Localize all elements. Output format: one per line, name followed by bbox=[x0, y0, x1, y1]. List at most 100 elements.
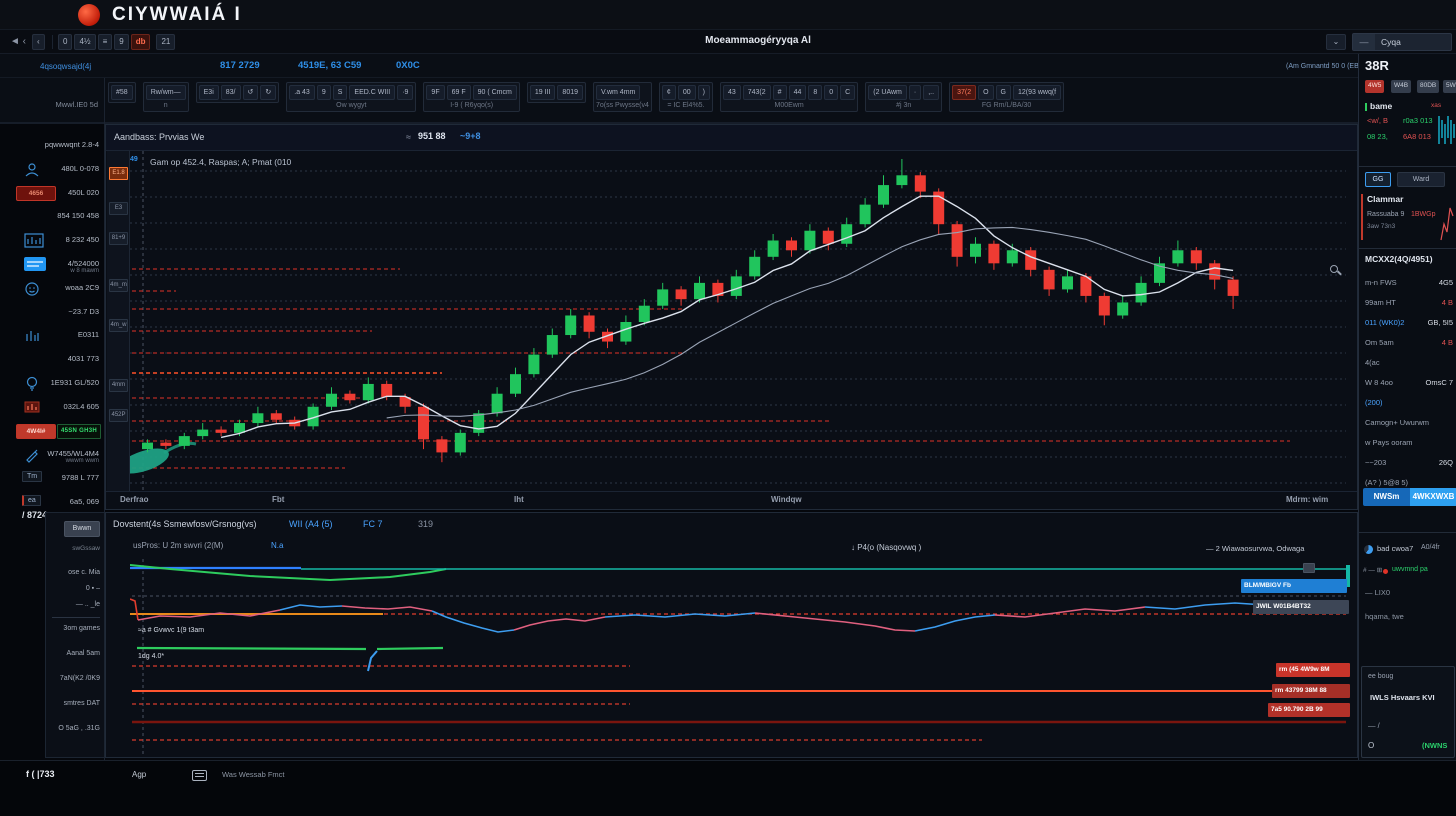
search-icon[interactable]: ⌄ bbox=[1326, 34, 1346, 50]
toolbar-button-8-3[interactable]: 44 bbox=[789, 85, 807, 100]
watchlist-row-2[interactable]: — .. _le bbox=[76, 601, 100, 608]
chart-tool-5[interactable]: 4mm bbox=[109, 379, 128, 392]
toolbar-button-1-0[interactable]: Rw/wm— bbox=[146, 85, 186, 100]
toolbar-button-5-1[interactable]: 8019 bbox=[557, 85, 583, 100]
toolbar-button-6-0[interactable]: V.wm 4mm bbox=[596, 85, 640, 100]
oscillator-chart[interactable] bbox=[130, 559, 1346, 755]
toolbar-group-caption: M00Ewm bbox=[723, 100, 855, 109]
box-footer-right[interactable]: (NWNS bbox=[1422, 741, 1447, 750]
chart-tool-3[interactable]: 4m_m bbox=[109, 279, 128, 292]
toolbar-button-10-0[interactable]: 37(2 bbox=[952, 85, 976, 100]
toolbar-button-2-2[interactable]: ↺ bbox=[243, 85, 259, 100]
toolbar-button-10-2[interactable]: G bbox=[996, 85, 1011, 100]
instrument-name[interactable]: bame bbox=[1370, 101, 1392, 111]
panel-tab-1[interactable]: Ward bbox=[1397, 172, 1445, 187]
panel-filter-button-3[interactable]: 5W bbox=[1443, 80, 1456, 93]
toolbar-button-9-0[interactable]: (2 UAwm bbox=[868, 85, 907, 100]
pen-icon[interactable] bbox=[24, 447, 40, 468]
toolbar-button-0-0[interactable]: #58 bbox=[111, 85, 133, 100]
panel-filter-button-0[interactable]: 4W5 bbox=[1365, 80, 1384, 93]
indicator-link-1[interactable]: WII (A4 (5) bbox=[289, 519, 333, 529]
toolbar-button-7-2[interactable]: ) bbox=[698, 85, 710, 100]
sidebar-tag-icon[interactable]: Tm bbox=[22, 471, 42, 482]
search-input[interactable]: — Cyqa bbox=[1352, 33, 1452, 51]
kv-link[interactable]: (200) bbox=[1365, 398, 1383, 407]
columns-icon[interactable] bbox=[24, 328, 40, 349]
toolbar-button-3-1[interactable]: 9 bbox=[317, 85, 331, 100]
zoom-icon[interactable] bbox=[1330, 265, 1342, 277]
back-arrows-icon[interactable]: ◄ ‹ bbox=[10, 36, 26, 47]
toolbar-button-8-4[interactable]: 8 bbox=[808, 85, 822, 100]
alert-badge-3: rm 43799 38M 88 bbox=[1272, 684, 1350, 698]
alerts-button[interactable]: db bbox=[131, 34, 151, 50]
toolbar-button-3-4[interactable]: ·9 bbox=[397, 85, 413, 100]
toolbar-button-7-0[interactable]: ¢ bbox=[662, 85, 676, 100]
lower-icons-1[interactable]: # — ⊞ bbox=[1363, 566, 1382, 574]
panel-filter-button-1[interactable]: W4B bbox=[1391, 80, 1411, 93]
count-button[interactable]: 21 bbox=[156, 34, 175, 50]
symbol-label[interactable]: 4qsoqwsajd(4j bbox=[40, 62, 91, 71]
toolbar-button-8-6[interactable]: C bbox=[840, 85, 855, 100]
toolbar-button-4-0[interactable]: 9F bbox=[426, 85, 444, 100]
toolbar-button-8-0[interactable]: 43 bbox=[723, 85, 741, 100]
chart-tool-4[interactable]: 4m_w bbox=[109, 319, 128, 332]
watchlist-row-4[interactable]: Aanal 5am bbox=[67, 650, 100, 657]
toolbar-button-9-2[interactable]: ,.. bbox=[923, 85, 939, 100]
back-button[interactable]: ‹ bbox=[32, 34, 45, 50]
toolbar-button-2-0[interactable]: E3i bbox=[199, 85, 219, 100]
sell-button[interactable]: NWSm bbox=[1363, 488, 1410, 506]
toolbar-button-2-1[interactable]: 83/ bbox=[221, 85, 241, 100]
toolbar-button-3-0[interactable]: .a 43 bbox=[289, 85, 315, 100]
candle-body bbox=[252, 413, 263, 423]
watchlist-button[interactable]: Bwwn bbox=[64, 521, 100, 537]
watchlist-row-7[interactable]: O 5aG , .31G bbox=[58, 725, 100, 732]
toolbar-button-7-1[interactable]: 00 bbox=[678, 85, 696, 100]
toolbar-button-8-2[interactable]: # bbox=[773, 85, 787, 100]
panel-filter-button-2[interactable]: 80DB bbox=[1417, 80, 1439, 93]
watchlist-row-3[interactable]: 3om games bbox=[63, 625, 100, 632]
toolbar-button-10-1[interactable]: O bbox=[978, 85, 993, 100]
watchlist-row-5[interactable]: 7aN(K2 /0K9 bbox=[60, 675, 100, 682]
watchlist-row-0[interactable]: ose c. Mia bbox=[68, 569, 100, 576]
toolbar-button-8-5[interactable]: 0 bbox=[824, 85, 838, 100]
buy-button[interactable]: 4WKXWXB bbox=[1410, 488, 1456, 506]
toolbar-button-9-1[interactable]: · bbox=[909, 85, 921, 100]
indicator-settings-button[interactable] bbox=[1303, 563, 1315, 573]
toolbar-button-10-3[interactable]: 12(93 wwq(f bbox=[1013, 85, 1061, 100]
box-footer-left[interactable]: O bbox=[1368, 741, 1374, 750]
sidebar-slot-icon[interactable]: ea bbox=[22, 495, 41, 506]
face-icon[interactable] bbox=[24, 281, 40, 302]
chart-tool-0[interactable]: E1.8 bbox=[109, 167, 128, 180]
nav-button-0[interactable]: 0 bbox=[58, 34, 72, 50]
blue-panel-icon[interactable] bbox=[24, 257, 46, 276]
toolbar-button-4-1[interactable]: 69 F bbox=[447, 85, 471, 100]
candlestick-chart[interactable] bbox=[130, 151, 1346, 491]
toolbar-button-8-1[interactable]: 743(2 bbox=[743, 85, 771, 100]
sidebar-red-button-12[interactable]: 4W4I# bbox=[16, 424, 56, 439]
nav-button-1[interactable]: 4½ bbox=[74, 34, 95, 50]
chart-tool-1[interactable]: E3 bbox=[109, 202, 128, 215]
lower-row-0[interactable]: bad cwoa7 bbox=[1377, 544, 1413, 553]
watchlist-row-6[interactable]: smtres DAT bbox=[64, 700, 100, 707]
person-icon[interactable] bbox=[24, 162, 40, 183]
chart-tool-6[interactable]: 452P bbox=[109, 409, 128, 422]
toolbar-button-3-3[interactable]: EED.C WIII bbox=[349, 85, 395, 100]
chart-thumb-icon[interactable] bbox=[24, 233, 44, 253]
bulb-icon[interactable] bbox=[24, 376, 40, 397]
panel-tab-0[interactable]: GG bbox=[1365, 172, 1391, 187]
nav-button-2[interactable]: ≡ bbox=[98, 34, 113, 50]
order-buttons: NWSm4WKXWXB bbox=[1363, 488, 1456, 506]
sidebar-red-button-2[interactable]: 4656 bbox=[16, 186, 56, 201]
time-axis[interactable]: DerfraoFbtIhtWindqwMdrm: wim bbox=[106, 491, 1357, 511]
toolbar-button-2-3[interactable]: ↻ bbox=[260, 85, 276, 100]
toolbar-button-5-0[interactable]: 19 III bbox=[530, 85, 556, 100]
indicator-link-2[interactable]: FC 7 bbox=[363, 519, 383, 529]
red-mini-icon[interactable] bbox=[24, 400, 40, 418]
toolbar-button-4-2[interactable]: 90 ( Cmcm bbox=[473, 85, 517, 100]
nav-button-3[interactable]: 9 bbox=[114, 34, 128, 50]
chart-tool-2[interactable]: 81+9 bbox=[109, 232, 128, 245]
app-root: CIYWWAIÁ I ◄ ‹ ‹ 04½≡9db21 Moeammaogéryy… bbox=[0, 0, 1456, 816]
watchlist-row-1[interactable]: 0 ▪ – bbox=[86, 585, 100, 592]
search-scope-segment[interactable]: — bbox=[1353, 34, 1375, 50]
toolbar-button-3-2[interactable]: S bbox=[333, 85, 348, 100]
